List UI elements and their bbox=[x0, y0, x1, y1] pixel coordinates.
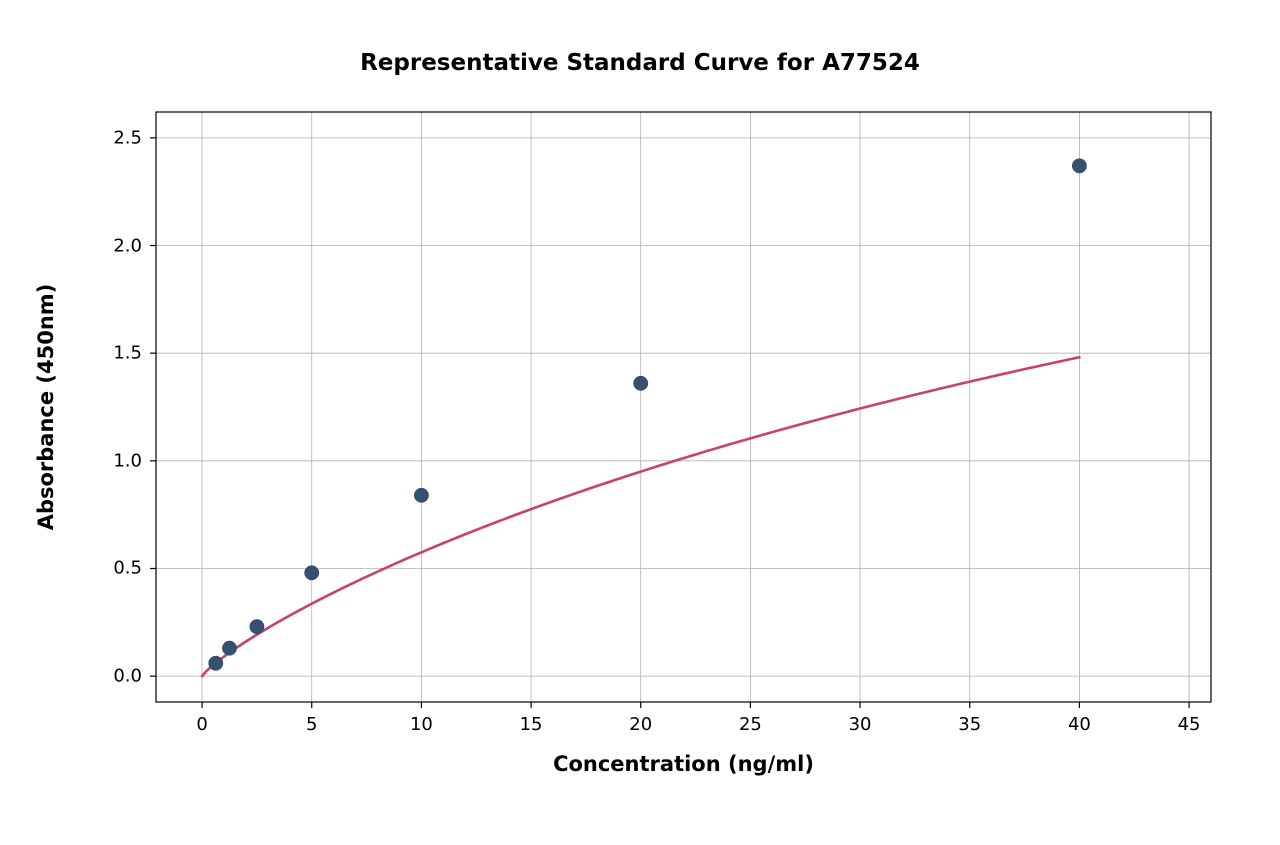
x-tick-label: 30 bbox=[849, 714, 872, 735]
data-point bbox=[1072, 159, 1086, 173]
y-tick-label: 2.0 bbox=[113, 235, 142, 256]
data-point bbox=[209, 656, 223, 670]
y-tick-label: 0.5 bbox=[113, 558, 142, 579]
x-tick-label: 25 bbox=[739, 714, 762, 735]
data-point bbox=[305, 566, 319, 580]
y-tick-label: 1.5 bbox=[113, 343, 142, 364]
x-tick-label: 0 bbox=[196, 714, 207, 735]
y-tick-label: 2.5 bbox=[113, 127, 142, 148]
x-tick-label: 20 bbox=[629, 714, 652, 735]
data-point bbox=[634, 376, 648, 390]
x-tick-label: 10 bbox=[410, 714, 433, 735]
y-tick-label: 1.0 bbox=[113, 450, 142, 471]
x-tick-label: 35 bbox=[958, 714, 981, 735]
x-tick-label: 5 bbox=[306, 714, 317, 735]
y-tick-label: 0.0 bbox=[113, 666, 142, 687]
x-tick-label: 15 bbox=[520, 714, 543, 735]
data-point bbox=[414, 488, 428, 502]
data-point bbox=[250, 619, 264, 633]
x-tick-label: 45 bbox=[1178, 714, 1201, 735]
x-tick-label: 40 bbox=[1068, 714, 1091, 735]
chart-container: Representative Standard Curve for A77524… bbox=[0, 0, 1280, 845]
data-point bbox=[222, 641, 236, 655]
